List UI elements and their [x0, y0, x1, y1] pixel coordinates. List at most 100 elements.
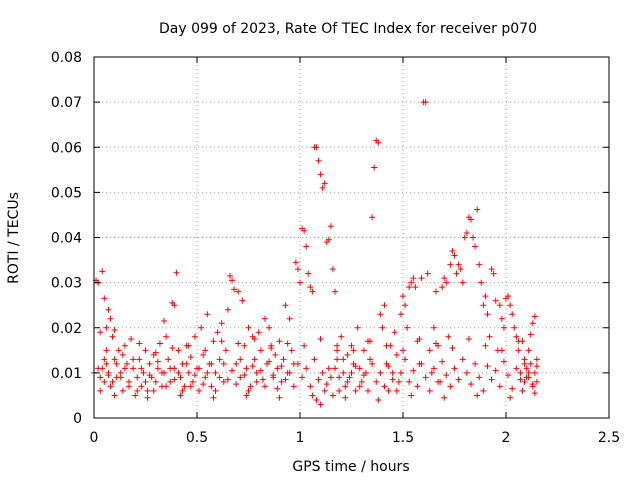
- data-point: [181, 383, 188, 390]
- data-point: [202, 374, 209, 381]
- data-point: [474, 392, 481, 399]
- data-point: [235, 288, 242, 295]
- data-point: [340, 356, 347, 363]
- data-point: [224, 376, 231, 383]
- data-point: [226, 272, 233, 279]
- data-point: [492, 297, 499, 304]
- data-point: [101, 378, 108, 385]
- data-point: [389, 369, 396, 376]
- data-point: [144, 387, 151, 394]
- data-point: [488, 266, 495, 273]
- data-point: [344, 351, 351, 358]
- data-point: [482, 293, 489, 300]
- data-point: [439, 358, 446, 365]
- data-point: [492, 367, 499, 374]
- y-tick-label: 0.02: [51, 321, 82, 337]
- data-point: [430, 324, 437, 331]
- data-point: [315, 376, 322, 383]
- data-point: [344, 378, 351, 385]
- data-point: [422, 374, 429, 381]
- data-point: [251, 356, 258, 363]
- data-point: [309, 392, 316, 399]
- data-point: [97, 387, 104, 394]
- y-axis-title: ROTI / TECUs: [6, 192, 22, 284]
- y-tick-label: 0.07: [51, 95, 82, 111]
- data-point: [196, 387, 203, 394]
- data-point: [253, 378, 260, 385]
- data-point: [356, 383, 363, 390]
- data-point: [142, 378, 149, 385]
- data-point: [259, 376, 266, 383]
- data-point: [369, 214, 376, 221]
- data-point: [286, 369, 293, 376]
- data-point: [358, 378, 365, 385]
- data-point: [321, 387, 328, 394]
- data-point: [117, 374, 124, 381]
- data-point: [513, 365, 520, 372]
- data-point: [119, 351, 126, 358]
- data-point: [290, 383, 297, 390]
- data-point: [123, 360, 130, 367]
- data-point: [156, 340, 163, 347]
- data-point: [261, 383, 268, 390]
- data-point: [152, 378, 159, 385]
- data-point: [531, 369, 538, 376]
- data-point: [266, 324, 273, 331]
- data-point: [529, 381, 536, 388]
- data-point: [319, 369, 326, 376]
- y-tick-label: 0.03: [51, 276, 82, 292]
- data-point: [185, 369, 192, 376]
- data-point: [171, 376, 178, 383]
- data-point: [210, 338, 217, 345]
- x-tick-label: 2.5: [598, 430, 620, 446]
- data-point: [465, 336, 472, 343]
- data-point: [393, 351, 400, 358]
- data-point: [101, 356, 108, 363]
- data-point: [480, 387, 487, 394]
- data-point: [272, 351, 279, 358]
- data-point: [424, 270, 431, 277]
- data-point: [408, 279, 415, 286]
- data-point: [136, 340, 143, 347]
- data-point: [278, 378, 285, 385]
- x-tick-label: 0.5: [186, 430, 208, 446]
- data-point: [379, 324, 386, 331]
- data-point: [467, 381, 474, 388]
- data-point: [313, 396, 320, 403]
- data-point: [134, 374, 141, 381]
- data-point: [364, 387, 371, 394]
- data-point: [294, 266, 301, 273]
- data-point: [385, 363, 392, 370]
- data-point: [241, 342, 248, 349]
- data-point: [212, 369, 219, 376]
- data-point: [336, 374, 343, 381]
- data-point: [325, 236, 332, 243]
- data-point: [505, 372, 512, 379]
- data-point: [204, 311, 211, 318]
- data-point: [107, 315, 114, 322]
- data-point: [274, 365, 281, 372]
- data-point: [257, 347, 264, 354]
- data-point: [126, 383, 133, 390]
- data-point: [249, 363, 256, 370]
- x-tick-labels: 0 0.5 1 1.5 2 2.5: [90, 430, 621, 446]
- data-point: [441, 275, 448, 282]
- data-point: [191, 333, 198, 340]
- data-point: [216, 356, 223, 363]
- data-point: [412, 284, 419, 291]
- data-point: [247, 383, 254, 390]
- data-point: [169, 345, 176, 352]
- data-point: [132, 392, 139, 399]
- data-point: [402, 302, 409, 309]
- data-point: [408, 392, 415, 399]
- data-points: [91, 99, 540, 408]
- data-point: [360, 347, 367, 354]
- data-point: [360, 372, 367, 379]
- data-point: [488, 376, 495, 383]
- y-tick-label: 0.05: [51, 185, 82, 201]
- data-point: [474, 206, 481, 213]
- data-point: [383, 342, 390, 349]
- data-point: [140, 369, 147, 376]
- data-point: [381, 383, 388, 390]
- data-point: [348, 369, 355, 376]
